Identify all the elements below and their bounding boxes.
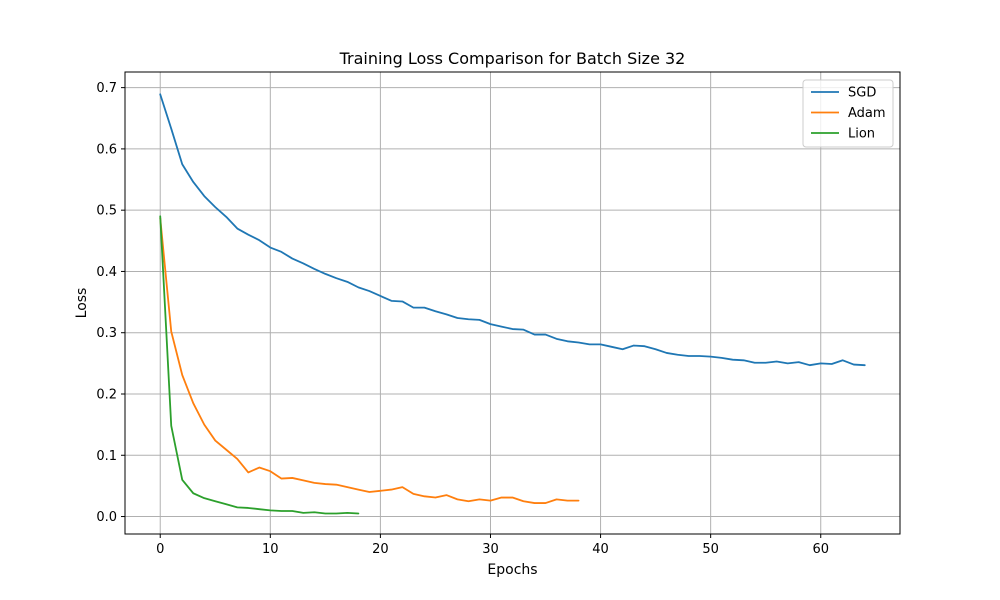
y-tick-label: 0.5 xyxy=(96,204,117,219)
series-line-adam xyxy=(159,217,580,504)
x-tick-label: 30 xyxy=(482,542,499,557)
legend-label-sgd: SGD xyxy=(848,86,876,101)
chart-title: Training Loss Comparison for Batch Size … xyxy=(339,49,686,68)
x-axis-title: Epochs xyxy=(487,562,537,578)
plot-frame xyxy=(124,71,901,535)
legend-label-lion: Lion xyxy=(848,127,875,142)
y-tick-label: 0.3 xyxy=(96,326,117,341)
axis-ticks: 0 10 20 30 40 50 60 0.0 0.1 0.2 0.3 0.4 0.5 0.6 0.7 xyxy=(96,81,829,557)
x-tick-label: 0 xyxy=(156,542,164,557)
y-tick-label: 0.7 xyxy=(96,81,117,96)
x-tick-label: 60 xyxy=(812,542,829,557)
y-tick-label: 0.0 xyxy=(96,510,117,525)
series-line-lion xyxy=(159,215,360,515)
y-tick-label: 0.4 xyxy=(96,265,117,280)
legend-label-adam: Adam xyxy=(848,106,886,121)
y-tick-label: 0.1 xyxy=(96,449,117,464)
y-axis-title: Loss xyxy=(74,288,90,319)
x-tick-label: 50 xyxy=(702,542,719,557)
x-tick-label: 10 xyxy=(262,542,279,557)
series-lines xyxy=(159,93,866,515)
legend: SGD Adam Lion xyxy=(802,79,894,148)
x-tick-label: 40 xyxy=(592,542,609,557)
x-tick-label: 20 xyxy=(372,542,389,557)
y-tick-label: 0.6 xyxy=(96,142,117,157)
series-line-sgd xyxy=(159,93,866,367)
y-tick-label: 0.2 xyxy=(96,387,117,402)
grid xyxy=(125,72,900,534)
legend-box xyxy=(802,79,894,148)
